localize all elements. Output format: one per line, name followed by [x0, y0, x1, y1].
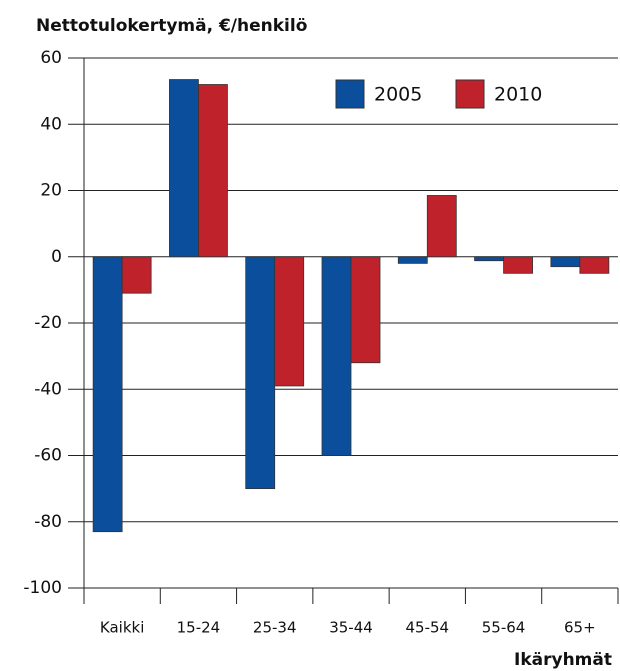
bar: [503, 256, 533, 274]
x-tick-label: 65+: [564, 619, 596, 637]
x-tick-label: 25-34: [253, 619, 297, 637]
bar: [245, 256, 276, 490]
bar: [474, 256, 504, 262]
bar: [121, 256, 152, 294]
y-tick-label: 40: [40, 114, 62, 134]
x-tick-label: Kaikki: [100, 619, 144, 637]
bar: [198, 84, 228, 258]
bar: [274, 256, 305, 387]
x-tick-label: 55-64: [482, 619, 526, 637]
y-tick-label: 20: [40, 181, 62, 201]
x-tick-label: 15-24: [177, 619, 221, 637]
bar: [579, 256, 610, 274]
bar: [92, 256, 123, 533]
bar: [550, 256, 581, 268]
y-tick-label: -80: [34, 512, 62, 532]
y-tick-label: -60: [34, 446, 62, 466]
y-tick-label: -100: [23, 578, 62, 598]
legend-swatch: [335, 79, 365, 109]
chart-title: Nettotulokertymä, €/henkilö: [36, 16, 307, 36]
y-tick-label: -20: [34, 313, 62, 333]
bar: [426, 195, 457, 258]
bar: [321, 256, 352, 456]
legend-label: 2005: [374, 84, 422, 106]
legend-label: 2010: [494, 84, 542, 106]
y-tick-label: -40: [34, 379, 62, 399]
legend-swatch: [455, 79, 485, 109]
x-tick-label: 35-44: [329, 619, 373, 637]
x-axis-label: Ikäryhmät: [514, 650, 612, 670]
y-tick-label: 0: [51, 247, 62, 267]
bar: [350, 256, 381, 364]
x-tick-label: 45-54: [405, 619, 449, 637]
y-tick-label: 60: [40, 48, 62, 68]
bar: [397, 256, 428, 264]
bar: [169, 79, 199, 258]
